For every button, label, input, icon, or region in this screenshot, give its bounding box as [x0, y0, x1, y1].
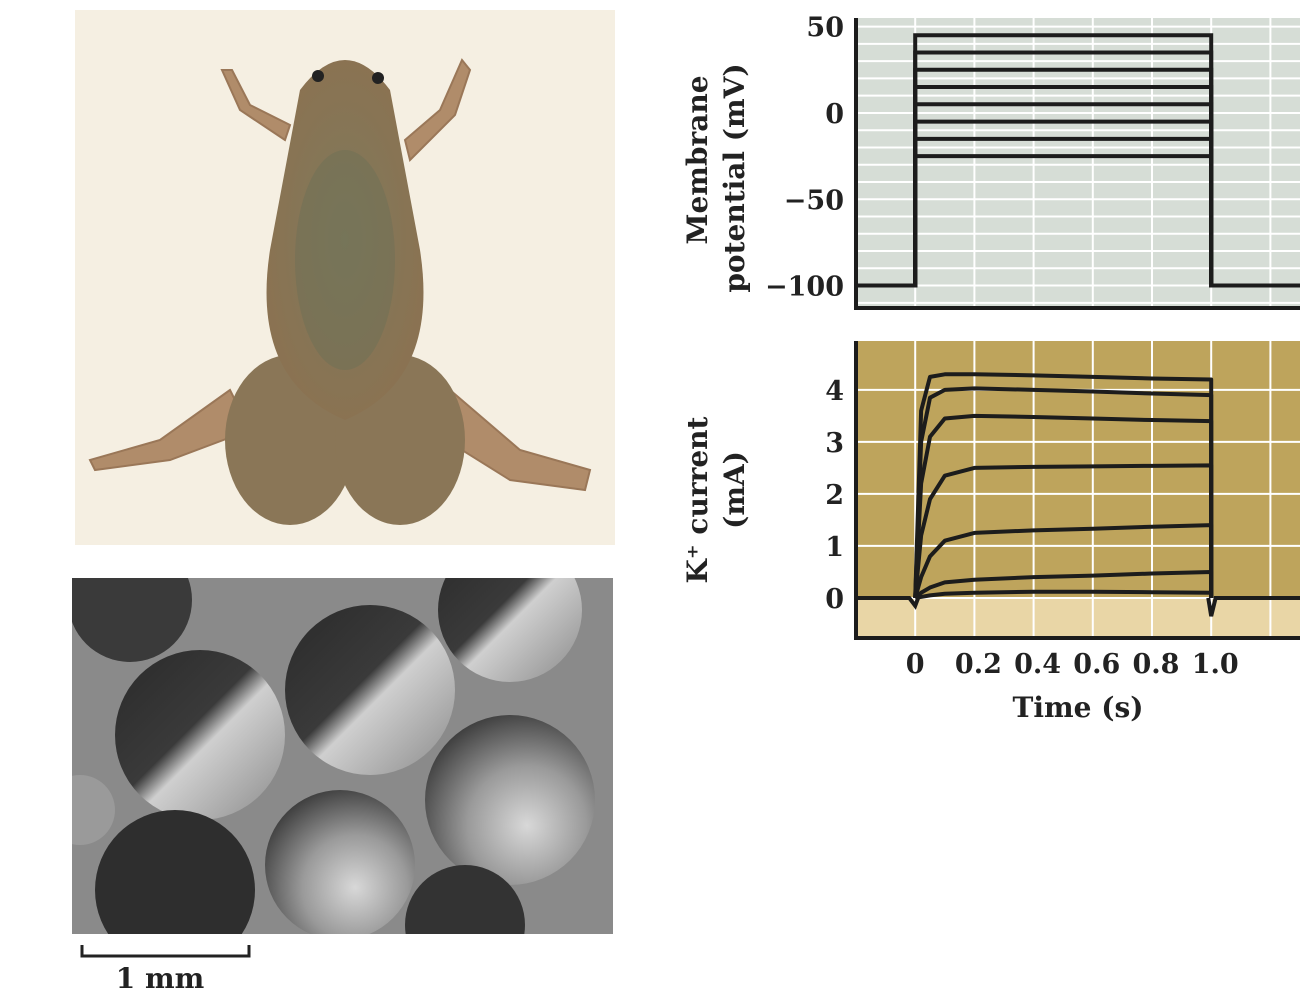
- membrane-potential-chart: Membrane potential (mV) 50 0 −50 −100: [681, 13, 1300, 310]
- current-trace: [913, 413, 1214, 599]
- current-trace: [913, 372, 1214, 599]
- y-tick-label: 2: [825, 480, 844, 511]
- current-trace: [913, 463, 1214, 599]
- plot-background-below-zero: [856, 597, 1300, 638]
- voltage-step-trace: [856, 154, 1300, 288]
- x-tick-label: 0.8: [1133, 649, 1180, 680]
- y-axis-label-line1: Membrane: [681, 75, 714, 244]
- y-tick-label: 3: [825, 428, 844, 459]
- x-tick-label: 0.6: [1073, 649, 1120, 680]
- current-trace: [914, 589, 1214, 600]
- baseline-trace: [856, 595, 1300, 617]
- y-tick-label: 4: [825, 376, 844, 407]
- axis-lines: [854, 18, 1300, 310]
- y-tick-label: 50: [806, 13, 844, 44]
- y-tick-label: 1: [825, 532, 844, 563]
- y-tick-label: −100: [765, 272, 844, 303]
- scale-bar: 1 mm: [80, 945, 251, 995]
- current-trace: [913, 569, 1214, 600]
- y-axis-label-line2: potential (mV): [718, 63, 751, 292]
- eggs-photo: [72, 578, 613, 934]
- x-tick-label: 0: [906, 649, 925, 680]
- frog-photo: [75, 10, 615, 545]
- y-tick-label: 0: [825, 99, 844, 130]
- x-tick-label: 0.2: [955, 649, 1002, 680]
- y-tick-label: 0: [825, 584, 844, 615]
- current-trace: [913, 523, 1214, 599]
- plot-background: [856, 18, 1300, 308]
- x-tick-label: 1.0: [1192, 649, 1239, 680]
- scale-bar-label: 1 mm: [116, 962, 204, 995]
- y-tick-label: −50: [784, 185, 844, 216]
- axis-lines: [854, 341, 1300, 640]
- current-trace: [913, 386, 1214, 599]
- x-axis-label: Time (s): [1013, 691, 1144, 724]
- x-tick-label: 0.4: [1014, 649, 1061, 680]
- y-axis-label-line2: (mA): [718, 451, 751, 529]
- y-axis-label-line1: K⁺ current: [681, 417, 714, 584]
- k-current-chart: K⁺ current (mA) Time (s) 4 3 2 1 0 0 0.2 0.4 0.6…: [681, 341, 1300, 724]
